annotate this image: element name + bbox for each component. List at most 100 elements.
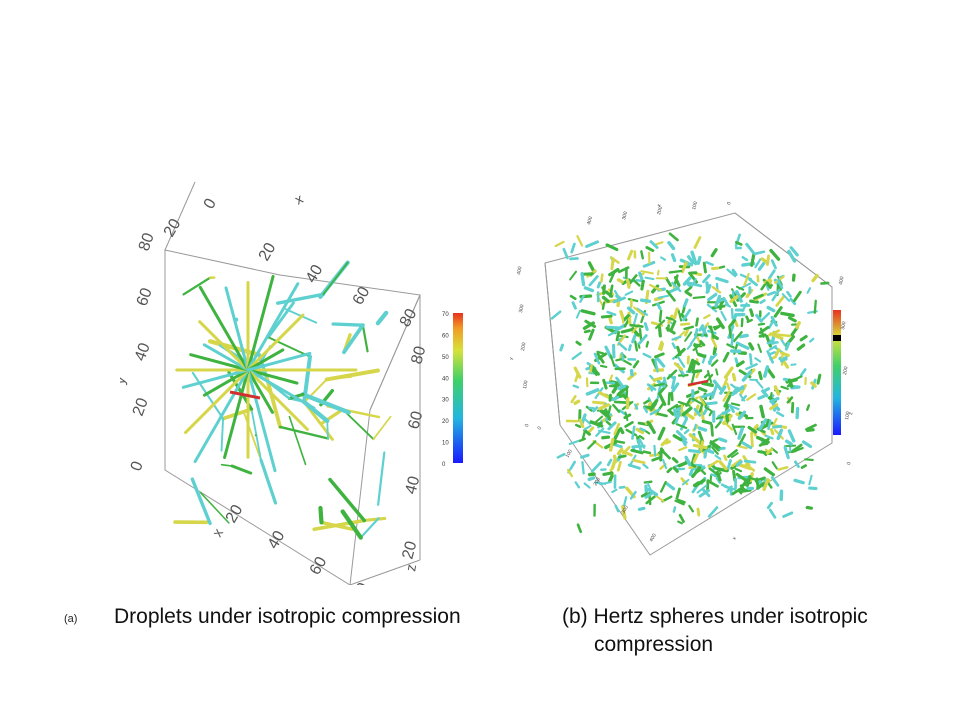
panel-a-y-tick: 40 <box>132 341 154 364</box>
panel-a-y-tick: 0 <box>128 459 147 473</box>
network-edge <box>654 352 665 359</box>
network-edge <box>773 385 781 396</box>
network-edge <box>588 275 599 287</box>
network-edge <box>781 293 791 302</box>
network-edge <box>749 353 753 366</box>
network-edge <box>673 274 679 286</box>
network-edge <box>671 382 680 393</box>
network-edge <box>675 430 688 441</box>
network-edge <box>689 337 696 346</box>
panel-a-y-tick: 20 <box>130 396 152 419</box>
network-edge <box>710 423 714 437</box>
network-edge <box>697 430 705 444</box>
network-edge <box>643 406 649 414</box>
panel-b-tick-right: 400 <box>838 276 845 285</box>
network-edge <box>721 483 733 491</box>
network-edge <box>607 421 617 431</box>
panel-a-colorbar-tick: 70 <box>442 312 449 318</box>
network-edge <box>592 400 606 405</box>
network-edge <box>585 240 600 248</box>
network-edge <box>738 433 747 447</box>
network-edge <box>686 343 692 350</box>
network-edge <box>609 437 615 452</box>
network-edge <box>680 477 689 486</box>
network-edge <box>611 395 620 402</box>
network-edge <box>583 329 591 334</box>
network-edge <box>620 449 633 457</box>
network-edge <box>731 458 742 468</box>
network-edge-hub <box>246 368 299 385</box>
network-edge-hub <box>193 368 250 464</box>
network-edge <box>602 471 614 477</box>
panel-b-tick-left: 300 <box>518 304 525 313</box>
network-edge <box>609 354 616 367</box>
network-edge <box>786 396 794 404</box>
network-edge <box>763 365 770 378</box>
network-edge-hub <box>246 351 312 372</box>
network-edge <box>612 428 621 443</box>
network-edge <box>688 433 702 445</box>
network-edge <box>710 248 718 258</box>
network-edge <box>638 327 643 342</box>
network-edge <box>735 460 743 467</box>
network-edge-hub <box>246 368 274 414</box>
network-edge <box>612 443 623 449</box>
network-edge <box>795 321 801 329</box>
network-edge <box>736 444 748 450</box>
panel-b-tick-left: 0 <box>524 423 530 427</box>
network-edge <box>765 284 770 291</box>
network-edge <box>607 330 618 337</box>
network-edge <box>596 281 602 289</box>
network-edge <box>691 397 704 406</box>
network-edge <box>758 437 770 447</box>
network-edge <box>605 243 619 252</box>
network-edge <box>575 340 582 346</box>
network-edge <box>717 408 731 419</box>
network-edge <box>734 240 743 246</box>
panel-a-network-edges <box>173 260 392 540</box>
network-edge <box>694 478 706 488</box>
network-edge <box>730 308 734 320</box>
network-edge-hub <box>202 343 250 372</box>
network-edge <box>750 253 756 267</box>
network-edge <box>220 417 225 452</box>
network-edge-hub <box>246 282 300 372</box>
panel-a-y-tick: 80 <box>136 231 158 254</box>
network-edge <box>652 376 663 382</box>
network-edge <box>711 304 726 310</box>
network-edge <box>613 423 621 436</box>
network-edge <box>644 429 651 435</box>
panel-b-tick-top: 300 <box>621 211 629 221</box>
panel-a-colorbar-tick: 50 <box>442 355 449 361</box>
network-edge <box>633 279 641 287</box>
panel-b-z-label: z <box>848 411 854 415</box>
network-edge <box>569 270 578 281</box>
network-edge <box>609 284 614 298</box>
network-edge <box>596 350 605 355</box>
network-edge <box>687 448 701 454</box>
network-edge <box>259 458 278 505</box>
network-edge <box>692 342 702 352</box>
network-edge <box>670 391 674 402</box>
network-edge-max <box>687 379 709 387</box>
network-edge <box>777 333 792 338</box>
network-edge <box>771 288 781 302</box>
network-edge <box>766 350 775 364</box>
network-edge <box>642 352 652 359</box>
network-edge <box>766 254 770 266</box>
network-edge <box>556 452 566 459</box>
network-edge <box>583 482 591 489</box>
network-edge <box>770 259 777 270</box>
network-edge <box>719 385 727 395</box>
network-edge-hub <box>246 368 316 410</box>
network-edge <box>806 404 811 411</box>
network-edge <box>813 299 817 314</box>
panel-a-x-label-top: x <box>292 190 306 207</box>
network-edge <box>711 446 719 455</box>
network-edge <box>622 314 630 322</box>
network-edge <box>698 324 705 332</box>
panel-b-tick-right: 300 <box>840 321 847 330</box>
network-edge <box>657 426 666 441</box>
network-edge <box>780 351 790 358</box>
network-edge <box>760 257 768 264</box>
